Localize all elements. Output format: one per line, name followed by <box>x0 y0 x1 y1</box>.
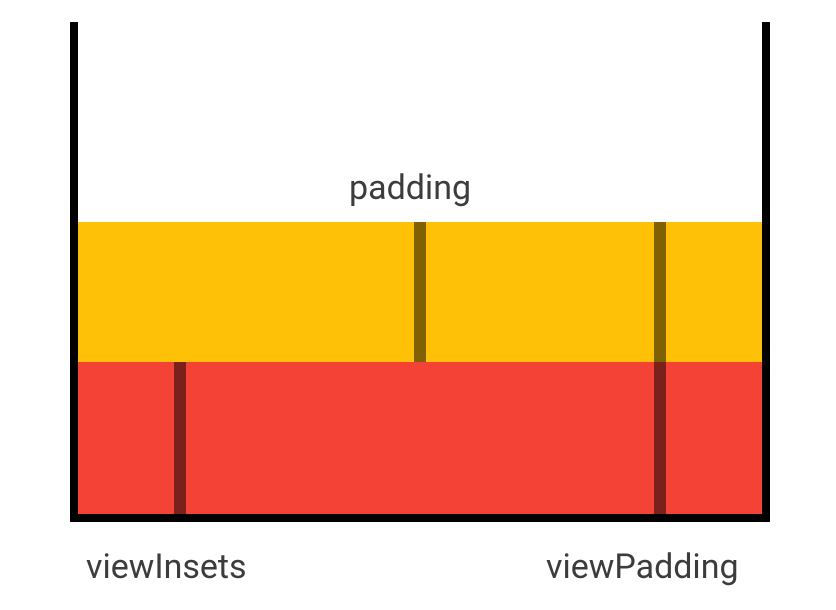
container-bottom-edge <box>70 514 770 522</box>
container-right-edge <box>762 22 770 522</box>
view-insets-band <box>78 362 762 514</box>
view-insets-label: viewInsets <box>86 547 247 587</box>
view-padding-marker-upper <box>654 222 666 362</box>
view-padding-marker-lower <box>654 362 666 514</box>
padding-label: padding <box>349 168 472 208</box>
view-padding-label: viewPadding <box>546 547 739 587</box>
padding-marker <box>414 222 426 362</box>
view-insets-marker <box>174 362 186 514</box>
container-left-edge <box>70 22 78 522</box>
